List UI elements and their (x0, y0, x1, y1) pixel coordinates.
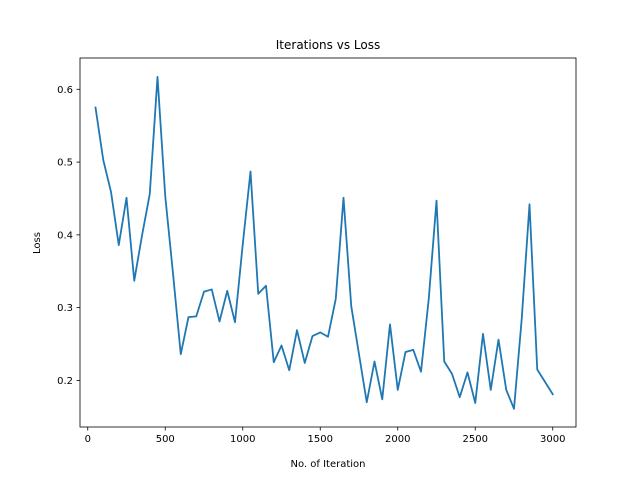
x-tick-label: 0 (85, 434, 91, 445)
loss-series-line (94, 76, 554, 410)
y-tick-label: 0.5 (57, 158, 73, 169)
y-tick-label: 0.6 (57, 85, 73, 96)
x-tick-label: 1500 (308, 434, 333, 445)
chart-title: Iterations vs Loss (276, 38, 380, 52)
x-axis-label: No. of Iteration (290, 459, 365, 470)
x-tick-label: 3000 (540, 434, 565, 445)
y-axis-label: Loss (32, 232, 43, 254)
plot-frame (79, 57, 577, 428)
x-tick-label: 2500 (463, 434, 488, 445)
y-tick-label: 0.4 (57, 230, 73, 241)
y-tick-label: 0.2 (57, 376, 73, 387)
y-axis-ticks: 0.2 0.3 0.4 0.5 0.6 (57, 85, 80, 387)
y-tick-label: 0.3 (57, 303, 73, 314)
x-axis-ticks: 0 500 1000 1500 2000 2500 3000 (85, 427, 565, 445)
x-tick-label: 2000 (385, 434, 410, 445)
x-tick-label: 1000 (230, 434, 255, 445)
x-tick-label: 500 (156, 434, 175, 445)
